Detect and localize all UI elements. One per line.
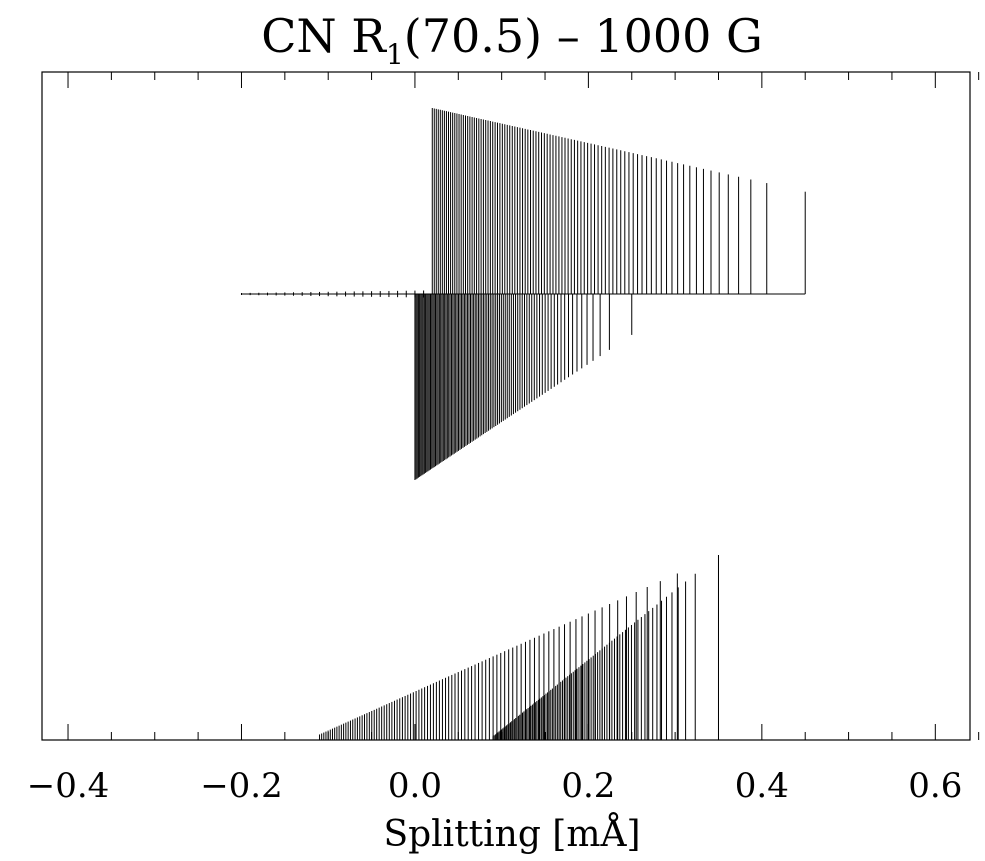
chart-title-rest: (70.5) – 1000 G (404, 9, 763, 63)
x-tick-label: 0.4 (735, 766, 789, 806)
x-tick-label: −0.2 (200, 766, 283, 806)
x-tick-label: 0.6 (908, 766, 962, 806)
x-tick-label: 0.0 (388, 766, 442, 806)
x-tick-label: 0.2 (561, 766, 615, 806)
pi-component-lines (319, 555, 719, 740)
chart-title-main: CN R (261, 9, 387, 63)
sigma-component-lines (240, 108, 806, 480)
x-axis-label: Splitting [mÅ] (383, 813, 640, 855)
plot-frame (41, 71, 971, 741)
x-ticks (67, 72, 980, 740)
x-tick-labels: −0.4 −0.2 0.0 0.2 0.4 0.6 (27, 766, 963, 806)
chart-title-subscript: 1 (386, 38, 404, 71)
x-tick-label: −0.4 (27, 766, 110, 806)
chart-title: CN R1(70.5) – 1000 G (261, 9, 763, 71)
